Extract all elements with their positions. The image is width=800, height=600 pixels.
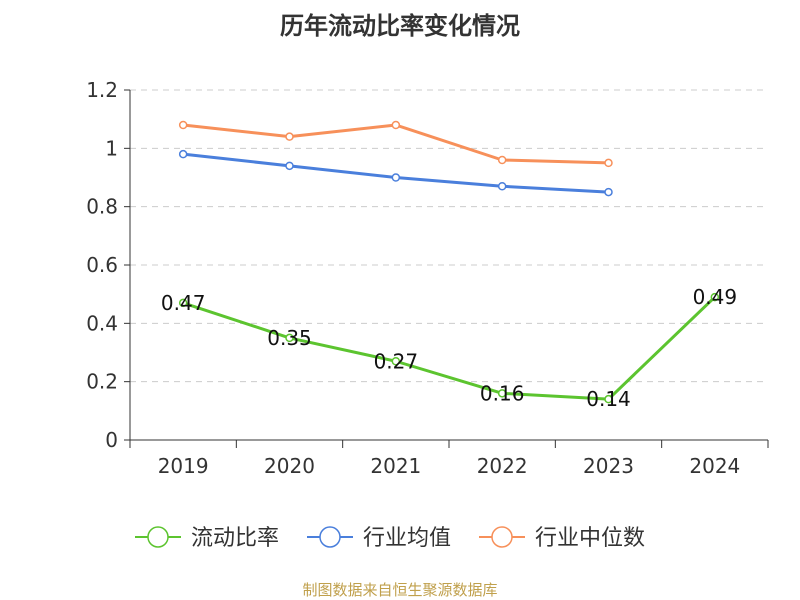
series-group: [178, 120, 720, 404]
data-point: [497, 155, 507, 165]
source-footer: 制图数据来自恒生聚源数据库: [302, 581, 498, 599]
y-tick-label: 0.6: [86, 253, 118, 277]
data-label: 0.16: [480, 381, 525, 405]
data-point: [391, 173, 401, 182]
y-tick-label: 0.8: [86, 195, 118, 219]
data-label: 0.47: [161, 291, 206, 315]
x-tick-label: 2020: [264, 454, 315, 478]
legend-item-2: 行业中位数: [479, 526, 645, 551]
y-tick-label: 0.2: [86, 370, 118, 394]
data-point: [178, 298, 188, 308]
data-point: [391, 357, 401, 366]
x-tick-label: 2023: [583, 454, 634, 478]
series-line-0: [182, 296, 716, 401]
data-labels: 0.47 0.35 0.27 0.16 0.14 0.49: [161, 285, 737, 411]
series-line-2: [183, 123, 609, 165]
y-tick-label: 0: [105, 428, 118, 452]
legend-label: 流动比率: [191, 526, 279, 551]
legend-item-0: 流动比率: [135, 526, 279, 551]
legend-label: 行业均值: [363, 526, 451, 551]
data-label: 0.27: [374, 349, 419, 373]
data-point: [391, 120, 401, 130]
y-tick-label: 0.4: [86, 311, 118, 335]
legend: 流动比率 行业均值 行业中位数: [135, 526, 645, 551]
x-tick-label: 2021: [370, 454, 421, 478]
data-point: [497, 389, 507, 398]
y-tick-label: 1.2: [86, 78, 118, 102]
legend-item-1: 行业均值: [307, 526, 451, 551]
data-point: [178, 120, 188, 130]
data-point: [285, 132, 294, 141]
data-point: [497, 182, 507, 191]
axes: 0 0.2 0.4 0.6 0.8 1 1.2 2019 2020 2021 2022 2023 202…: [86, 78, 769, 478]
x-tick-label: 2024: [689, 454, 740, 478]
grid-lines: [130, 89, 768, 383]
data-point: [604, 187, 613, 197]
line-chart: 0 0.2 0.4 0.6 0.8 1 1.2 2019 2020 2021 2022 2023 202…: [86, 78, 769, 551]
data-point: [285, 333, 294, 343]
data-point: [178, 149, 188, 159]
y-tick-label: 1: [105, 136, 118, 160]
data-point: [285, 161, 294, 171]
x-tick-label: 2019: [158, 454, 209, 478]
data-label: 0.14: [586, 387, 631, 411]
data-point: [604, 158, 613, 168]
data-label: 0.49: [693, 285, 738, 309]
data-point: [604, 394, 613, 404]
legend-label: 行业中位数: [535, 526, 645, 551]
data-label: 0.35: [267, 326, 312, 350]
legend-marker: [319, 526, 341, 548]
chart-title: 历年流动比率变化情况: [280, 12, 520, 40]
legend-marker: [147, 526, 169, 548]
data-point: [710, 292, 720, 302]
x-tick-label: 2022: [477, 454, 528, 478]
legend-marker: [491, 526, 513, 548]
